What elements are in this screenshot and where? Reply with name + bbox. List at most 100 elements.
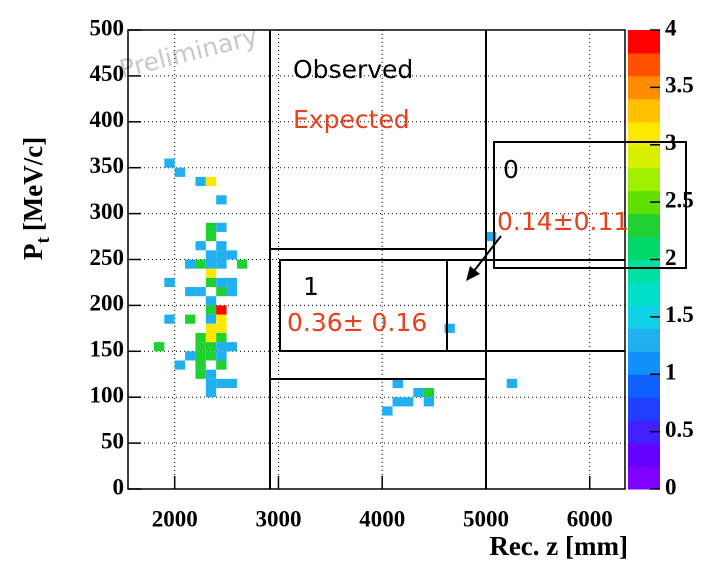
y-tick-label: 200 — [90, 291, 125, 316]
cell — [195, 360, 206, 370]
x-tick-label: 5000 — [463, 506, 509, 531]
cell — [216, 250, 227, 260]
colorbar-band — [628, 98, 660, 123]
cell — [216, 222, 227, 232]
z-tick-label: 1.5 — [665, 302, 694, 327]
cell — [195, 241, 206, 251]
cell — [164, 158, 175, 168]
x-tick-label: 6000 — [567, 506, 613, 531]
cell — [226, 287, 237, 297]
region-line — [473, 235, 502, 272]
cell — [216, 332, 227, 343]
cell — [216, 314, 227, 324]
cell — [195, 287, 206, 297]
cell — [164, 314, 175, 324]
cell — [216, 241, 227, 251]
z-tick-label: 2.5 — [665, 187, 694, 212]
colorbar-band — [628, 397, 660, 421]
x-tick-label: 4000 — [359, 506, 405, 531]
cell — [205, 222, 217, 232]
cell — [226, 250, 237, 260]
cell — [205, 268, 217, 278]
cell — [226, 277, 237, 288]
colorbar-band — [628, 259, 660, 283]
cell — [185, 314, 196, 324]
cell — [205, 369, 217, 379]
y-tick-label: 350 — [90, 153, 125, 178]
cell — [205, 296, 217, 306]
cell — [413, 388, 424, 398]
colorbar-band — [628, 374, 660, 398]
colorbar-band — [628, 236, 660, 260]
colorbar-band — [628, 328, 660, 352]
cell — [216, 277, 227, 288]
cell — [205, 305, 217, 315]
colorbar-band — [628, 30, 660, 54]
y-label-unit: [MeV/c] — [18, 137, 48, 231]
cell — [226, 378, 237, 389]
cell — [195, 342, 206, 352]
colorbar-band — [628, 282, 660, 306]
cell — [205, 250, 217, 260]
z-tick-label: 0.5 — [665, 417, 694, 442]
z-tick-label: 1 — [665, 360, 677, 385]
cell — [226, 342, 237, 352]
cell — [216, 305, 227, 315]
colorbar-band — [628, 52, 660, 77]
y-tick-label: 400 — [90, 107, 125, 132]
colorbar-band — [628, 420, 660, 444]
cell — [485, 231, 497, 242]
cell — [205, 323, 217, 333]
cell — [423, 397, 435, 407]
cell — [205, 259, 217, 269]
colorbar-band — [628, 144, 660, 169]
cell — [205, 388, 217, 398]
cell — [216, 259, 227, 269]
x-axis-label: Rec. z [mm] — [489, 531, 628, 561]
y-tick-label: 300 — [90, 199, 125, 224]
colorbar-band — [628, 121, 660, 146]
x-tick-label: 3000 — [255, 506, 301, 531]
y-label-main: P — [18, 244, 48, 261]
region1-box — [279, 259, 487, 352]
cell — [216, 351, 227, 361]
cell — [216, 378, 227, 389]
cell — [174, 167, 186, 177]
cell — [205, 332, 217, 343]
cell — [153, 342, 165, 352]
cell — [185, 259, 196, 269]
y-tick-label: 150 — [90, 337, 125, 362]
cell — [195, 332, 206, 343]
y-axis-label: Pt [MeV/c] — [18, 137, 54, 260]
region0-label: 0 — [503, 155, 519, 184]
y-label-sub: t — [33, 237, 54, 244]
cell — [216, 195, 227, 205]
y-tick-label: 100 — [90, 382, 125, 407]
cell — [185, 287, 196, 297]
cell — [205, 378, 217, 389]
legend-expected: Expected — [293, 105, 410, 134]
colorbar-band — [628, 466, 660, 490]
cell — [185, 351, 196, 361]
cell — [402, 397, 414, 407]
legend-observed: Observed — [293, 55, 413, 84]
colorbar-band — [628, 443, 660, 467]
cell — [236, 259, 248, 269]
cell — [506, 378, 518, 389]
cell — [444, 323, 455, 333]
z-tick-label: 3.5 — [665, 73, 694, 98]
colorbar-band — [628, 75, 660, 100]
cell — [423, 388, 435, 398]
z-tick-label: 2 — [665, 245, 677, 270]
cell — [205, 176, 217, 187]
region0-expected: 0.14±0.11 — [497, 207, 629, 236]
region1-label: 1 — [303, 272, 319, 301]
cell — [174, 360, 186, 370]
colorbar-band — [628, 351, 660, 375]
region0-box — [493, 141, 687, 269]
cell — [205, 231, 217, 242]
cell — [195, 176, 206, 187]
cell — [205, 277, 217, 288]
cell — [216, 342, 227, 352]
